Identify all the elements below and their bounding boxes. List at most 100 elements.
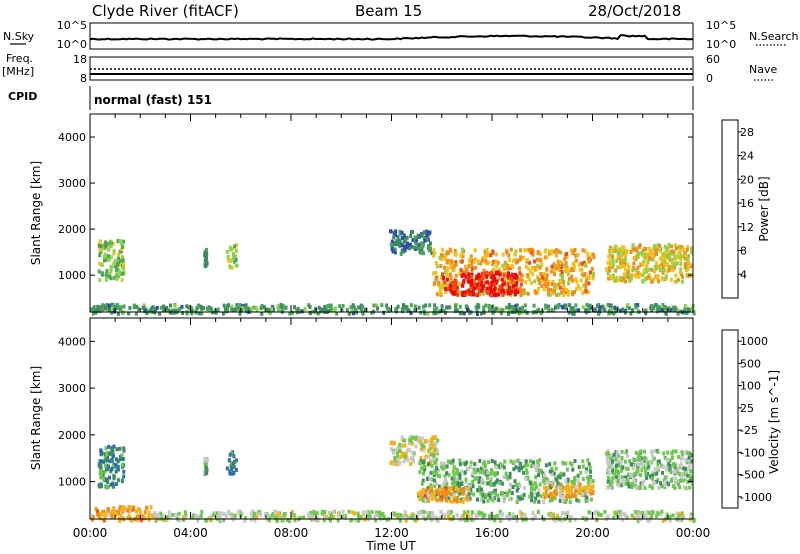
heatmap-cell — [511, 306, 515, 311]
heatmap-cell — [571, 278, 575, 283]
heatmap-cell — [606, 271, 610, 276]
heatmap-cell — [661, 518, 665, 523]
heatmap-cell — [500, 517, 504, 522]
heatmap-cell — [447, 459, 450, 464]
heatmap-cell — [229, 245, 232, 250]
heatmap-cell — [403, 248, 407, 253]
heatmap-cell — [234, 458, 238, 463]
heatmap-cell — [365, 509, 369, 514]
heatmap-cell — [422, 241, 425, 246]
heatmap-cell — [103, 469, 107, 474]
heatmap-cell — [567, 515, 571, 520]
heatmap-cell — [204, 258, 208, 263]
heatmap-cell — [307, 515, 311, 519]
heatmap-cell — [401, 249, 405, 254]
heatmap-cell — [187, 305, 190, 310]
heatmap-cell — [473, 248, 477, 253]
heatmap-cell — [465, 494, 469, 499]
heatmap-cell — [606, 485, 610, 490]
heatmap-cell — [685, 471, 689, 476]
heatmap-cell — [684, 311, 688, 316]
heatmap-cell — [402, 239, 406, 244]
heatmap-cell — [436, 519, 440, 523]
heatmap-cell — [100, 459, 104, 464]
heatmap-cell — [103, 306, 107, 311]
heatmap-cell — [640, 261, 644, 266]
heatmap-cell — [666, 458, 669, 463]
heatmap-cell — [623, 253, 627, 257]
heatmap-cell — [416, 491, 420, 496]
heatmap-cell — [489, 253, 493, 258]
heatmap-cell — [434, 471, 438, 476]
heatmap-cell — [589, 491, 593, 496]
heatmap-cell — [428, 303, 432, 308]
heatmap-cell — [235, 303, 239, 308]
heatmap-cell — [535, 267, 539, 272]
heatmap-cell — [230, 246, 234, 251]
heatmap-cell — [484, 251, 488, 256]
heatmap-cell — [121, 457, 125, 461]
heatmap-cell — [102, 459, 106, 464]
y-tick-label: 1000 — [58, 269, 86, 282]
heatmap-cell — [457, 481, 461, 486]
heatmap-cell — [519, 255, 523, 260]
heatmap-cell — [591, 252, 595, 257]
heatmap-cell — [559, 515, 563, 520]
heatmap-cell — [545, 493, 549, 498]
heatmap-cell — [664, 311, 668, 316]
heatmap-cell — [433, 435, 437, 440]
heatmap-cell — [643, 449, 647, 454]
heatmap-cell — [607, 311, 611, 316]
heatmap-cell — [480, 511, 484, 516]
heatmap-cell — [478, 470, 482, 475]
heatmap-cell — [500, 277, 504, 282]
heatmap-cell — [122, 239, 126, 244]
heatmap-cell — [308, 510, 312, 515]
heatmap-cell — [107, 304, 111, 309]
heatmap-cell — [515, 488, 519, 493]
heatmap-cell — [458, 304, 462, 309]
heatmap-cell — [657, 308, 660, 313]
heatmap-cell — [493, 518, 497, 523]
heatmap-cell — [464, 497, 468, 502]
heatmap-cell — [449, 492, 453, 497]
heatmap-cell — [427, 246, 431, 251]
heatmap-cell — [543, 249, 547, 254]
heatmap-cell — [430, 496, 434, 501]
heatmap-cell — [625, 478, 629, 483]
heatmap-cell — [529, 459, 532, 464]
heatmap-cell — [513, 252, 517, 257]
heatmap-cell — [411, 229, 415, 234]
heatmap-cell — [443, 257, 447, 261]
heatmap-cell — [524, 264, 528, 269]
heatmap-cell — [642, 464, 646, 469]
heatmap-cell — [397, 238, 401, 243]
heatmap-cell — [483, 249, 487, 254]
heatmap-cell — [234, 258, 238, 262]
heatmap-cell — [644, 513, 647, 518]
heatmap-cell — [392, 235, 396, 240]
heatmap-cell — [639, 468, 643, 473]
heatmap-cell — [484, 303, 488, 308]
heatmap-cell — [104, 277, 108, 282]
heatmap-cell — [489, 483, 493, 487]
heatmap-cell — [584, 285, 588, 290]
heatmap-cell — [436, 473, 440, 478]
heatmap-cell — [416, 439, 420, 444]
heatmap-cell — [560, 265, 564, 270]
heatmap-cell — [470, 270, 474, 275]
heatmap-cell — [615, 450, 619, 455]
heatmap-cell — [491, 262, 495, 267]
heatmap-cell — [448, 305, 452, 310]
heatmap-cell — [561, 494, 565, 499]
heatmap-cell — [602, 307, 606, 311]
heatmap-cell — [392, 461, 396, 466]
heatmap-cell — [645, 510, 649, 515]
heatmap-cell — [433, 483, 437, 488]
heatmap-cell — [427, 462, 431, 467]
heatmap-cell — [522, 492, 526, 497]
heatmap-cell — [368, 514, 372, 519]
heatmap-cell — [661, 260, 665, 265]
heatmap-cell — [447, 514, 451, 519]
heatmap-cell — [204, 465, 208, 470]
